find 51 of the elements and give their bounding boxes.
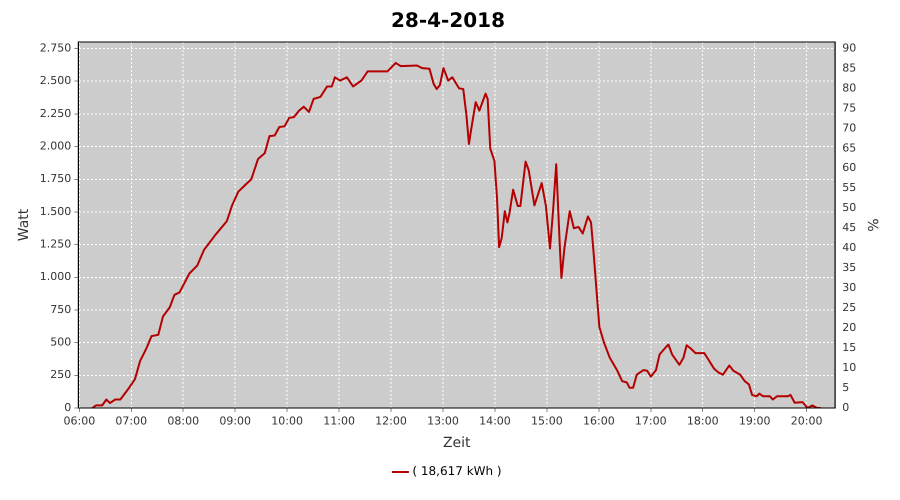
x-tick-label: 11:00 bbox=[323, 414, 355, 428]
y2-tick-label: 75 bbox=[842, 101, 856, 114]
y-tick-label: 2.250 bbox=[40, 106, 72, 120]
y2-tick-label: 85 bbox=[842, 61, 856, 74]
y-tick-label: 750 bbox=[50, 302, 72, 316]
y-tick-label: 1.750 bbox=[40, 172, 72, 186]
y2-tick-label: 20 bbox=[842, 320, 856, 334]
x-axis-title: Zeit bbox=[442, 435, 472, 452]
x-tick-label: 12:00 bbox=[375, 414, 407, 428]
y-tick-label: 500 bbox=[50, 336, 72, 348]
y2-tick-label: 25 bbox=[842, 301, 856, 314]
x-tick-label: 19:00 bbox=[738, 414, 771, 428]
y2-tick-label: 60 bbox=[842, 161, 856, 174]
y-tick-label: 0 bbox=[64, 400, 72, 414]
y2-tick-label: 55 bbox=[842, 181, 856, 194]
y2-tick-label: 5 bbox=[842, 380, 850, 394]
y2-tick-label: 15 bbox=[842, 340, 856, 354]
y-tick-label: 2.500 bbox=[40, 74, 72, 88]
x-tick-label: 07:00 bbox=[115, 414, 148, 428]
x-tick-label: 17:00 bbox=[634, 414, 667, 428]
y-tick-label: 1.250 bbox=[40, 237, 72, 250]
x-tick-label: 14:00 bbox=[479, 414, 511, 428]
y-axis-title: Watt bbox=[16, 208, 32, 242]
y2-tick-label: 90 bbox=[842, 41, 856, 54]
x-tick-label: 20:00 bbox=[790, 414, 822, 428]
legend-label: ( 18,617 kWh ) bbox=[412, 464, 502, 478]
y-tick-label: 1.500 bbox=[40, 204, 72, 218]
x-tick-label: 16:00 bbox=[582, 414, 615, 428]
y2-axis-title: % bbox=[864, 218, 880, 232]
x-tick-label: 10:00 bbox=[271, 414, 303, 428]
y2-tick-label: 45 bbox=[842, 221, 856, 234]
y2-tick-label: 30 bbox=[842, 281, 856, 294]
chart-title: 28-4-2018 bbox=[390, 8, 506, 32]
x-tick-label: 06:00 bbox=[63, 414, 96, 428]
x-tick-label: 18:00 bbox=[686, 414, 719, 428]
y2-tick-label: 70 bbox=[842, 121, 856, 134]
y2-tick-label: 35 bbox=[842, 261, 856, 274]
y-tick-label: 1.000 bbox=[40, 270, 72, 284]
y2-tick-label: 40 bbox=[842, 241, 856, 254]
y-tick-label: 250 bbox=[50, 368, 72, 382]
y2-tick-label: 10 bbox=[842, 360, 856, 374]
y2-tick-label: 65 bbox=[842, 141, 856, 154]
y-tick-label: 2.000 bbox=[40, 139, 72, 152]
x-tick-label: 09:00 bbox=[219, 414, 252, 428]
x-tick-label: 08:00 bbox=[167, 414, 200, 428]
y2-tick-label: 50 bbox=[842, 201, 856, 214]
x-tick-label: 13:00 bbox=[427, 414, 459, 428]
x-tick-label: 15:00 bbox=[531, 414, 563, 428]
y2-tick-label: 0 bbox=[842, 400, 850, 414]
y2-tick-label: 80 bbox=[842, 81, 856, 94]
y-tick-label: 2.750 bbox=[40, 41, 72, 54]
